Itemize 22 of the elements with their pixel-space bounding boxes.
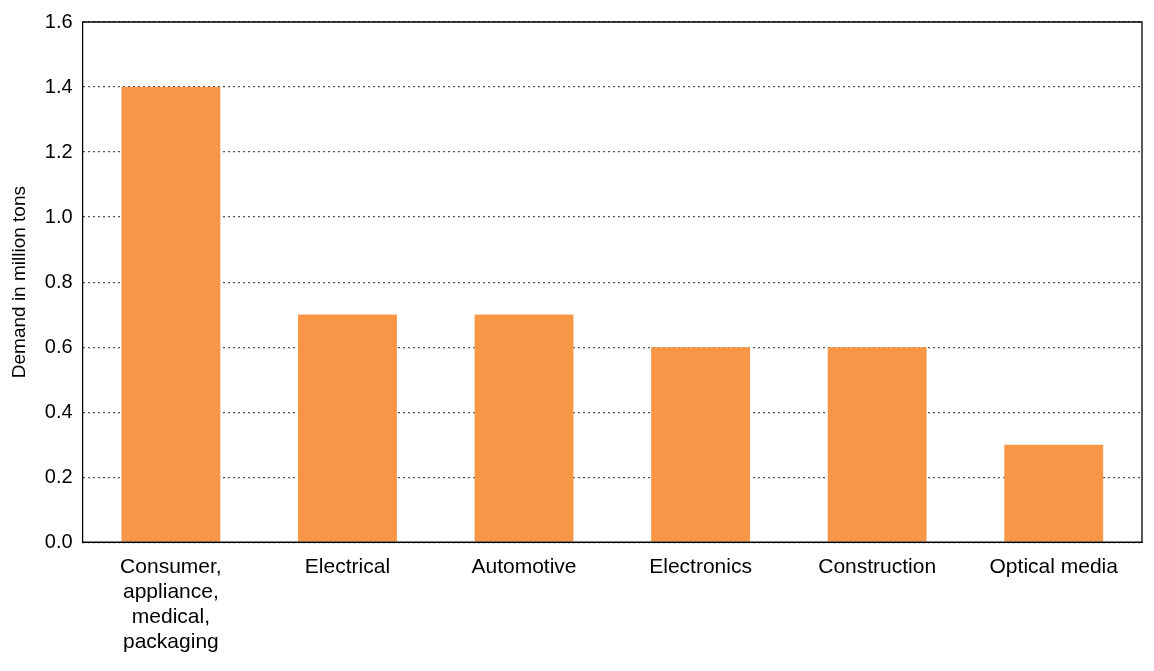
y-tick-label: 0.0 xyxy=(44,529,73,552)
x-tick-label: Electrical xyxy=(304,553,391,577)
y-tick-label: 0.2 xyxy=(44,464,73,487)
bar xyxy=(827,347,927,542)
x-tick-label: Construction xyxy=(818,553,937,577)
bar xyxy=(1004,444,1104,542)
y-tick-label: 1.2 xyxy=(44,139,73,162)
y-tick-label: 1.4 xyxy=(44,74,73,97)
x-tick-label: Electronics xyxy=(649,553,752,577)
bar xyxy=(121,87,221,542)
x-tick-label: Optical media xyxy=(989,553,1119,577)
bar xyxy=(298,314,397,542)
y-tick-label: 1.0 xyxy=(44,204,73,227)
bar xyxy=(651,347,751,542)
bar xyxy=(474,314,574,542)
x-tick-label: Automotive xyxy=(471,553,577,577)
y-tick-label: 0.6 xyxy=(44,334,73,357)
y-tick-label: 1.6 xyxy=(44,9,73,32)
x-tick-label: Consumer, appliance, medical, packaging xyxy=(120,553,222,653)
y-axis-title: Demand in million tons xyxy=(7,186,29,379)
y-tick-label: 0.4 xyxy=(44,399,73,422)
y-tick-label: 0.8 xyxy=(44,269,73,292)
